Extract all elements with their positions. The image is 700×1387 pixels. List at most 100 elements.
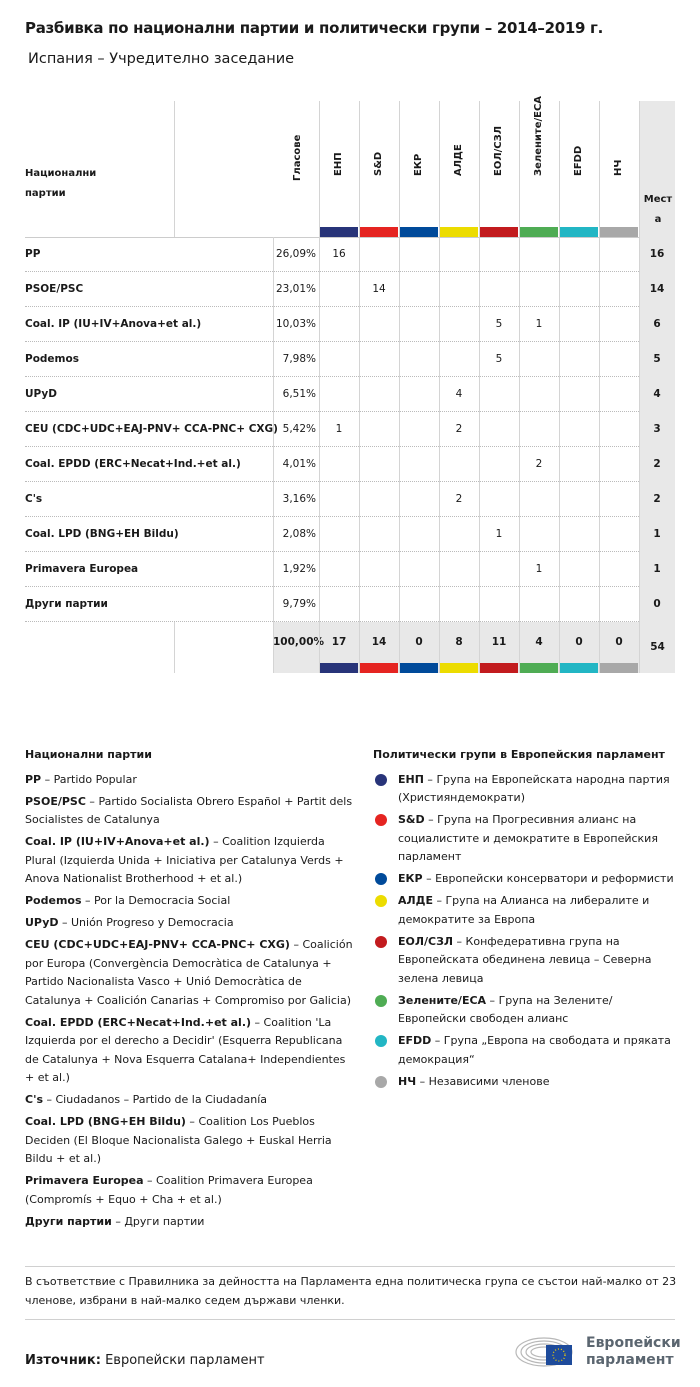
- table-row: Primavera Europea 1,92% 1 1: [25, 552, 675, 587]
- seat-count-cell: [399, 587, 439, 622]
- legend-parties-heading: Национални партии: [25, 748, 152, 761]
- votes-cell: 7,98%: [282, 353, 316, 365]
- legend-group-item: ЕОЛ/СЗЛ – Конфедеративна група на Европе…: [373, 933, 683, 989]
- legend-party-desc: Coalition 'La Izquierda por el derecho a…: [25, 1015, 346, 1085]
- votes-cell: 26,09%: [275, 248, 316, 260]
- table-row: CEU (CDC+UDC+EAJ-PNV+ CCA-PNC+ CXG) 5,42%…: [25, 412, 675, 447]
- group-color-bar: [439, 663, 478, 673]
- total-group-seats: 0: [575, 636, 583, 648]
- legend-party-desc: Partido Popular: [53, 772, 137, 786]
- total-seats-cell: 2: [639, 482, 675, 517]
- legend-party-item: Coal. LPD (BNG+EH Bildu) – Coalition Los…: [25, 1115, 332, 1165]
- total-group-seats: 4: [535, 636, 543, 648]
- group-color-dot-icon: [375, 1075, 387, 1088]
- logo-text-line2: парламент: [586, 1352, 674, 1368]
- table-row: Други партии 9,79% 0: [25, 587, 675, 622]
- seat-count-cell: [319, 482, 359, 517]
- seat-count-cell: [399, 517, 439, 552]
- legend-group-abbr: ЕНП: [398, 772, 424, 786]
- legend-party-abbr: Primavera Europea: [25, 1174, 144, 1187]
- votes-cell: 5,42%: [282, 423, 316, 435]
- legend-group-desc: Група на Европейската народна партия (Хр…: [398, 772, 670, 805]
- seat-count-cell: 5: [495, 353, 503, 365]
- seat-count-cell: [399, 237, 439, 272]
- seat-count-cell: [399, 272, 439, 307]
- group-color-bar: [559, 227, 598, 237]
- seat-count-cell: [559, 447, 599, 482]
- page-title: Разбивка по национални партии и политиче…: [25, 19, 603, 37]
- seat-count-cell: 1: [535, 318, 543, 330]
- seat-count-cell: 14: [372, 283, 386, 295]
- total-group-seats: 17: [331, 636, 347, 648]
- votes-cell: 10,03%: [275, 318, 316, 330]
- seat-count-cell: [559, 377, 599, 412]
- hemicycle-icon: [515, 1337, 573, 1367]
- seat-count-cell: [479, 377, 519, 412]
- seat-count-cell: 1: [495, 528, 503, 540]
- legend-group-abbr: ЕОЛ/СЗЛ: [398, 934, 454, 948]
- table-row: C's 3,16% 2 2: [25, 482, 675, 517]
- legend-party-abbr: Coal. EPDD (ERC+Necat+Ind.+et al.): [25, 1015, 252, 1029]
- group-color-bar: [479, 663, 518, 673]
- legend-group-desc: Група на Алианса на либералите и демокра…: [398, 894, 650, 926]
- legend-party-desc: Coalición por Europa (Convergència Democ…: [25, 938, 353, 1007]
- group-color-dot-icon: [375, 895, 387, 907]
- legend-party-item: CEU (CDC+UDC+EAJ-PNV+ CCA-PNC+ CXG) – Co…: [25, 938, 353, 1007]
- party-name: Други партии: [25, 598, 108, 610]
- seat-count-cell: 16: [332, 248, 346, 260]
- seat-count-cell: [599, 237, 639, 272]
- seat-count-cell: [599, 587, 639, 622]
- table-row: UPyD 6,51% 4 4: [25, 377, 675, 412]
- legend-group-abbr: EFDD: [398, 1034, 432, 1047]
- legend-group-desc: Група „Европа на свободата и пряката дем…: [398, 1034, 671, 1066]
- table-row: Coal. IP (IU+IV+Anova+et al.) 10,03% 5 1 6: [25, 307, 675, 342]
- seat-count-cell: [479, 552, 519, 587]
- seat-count-cell: [479, 447, 519, 482]
- votes-cell: 3,16%: [282, 493, 316, 505]
- seat-count-cell: [439, 587, 479, 622]
- header-votes: Гласове: [292, 134, 303, 181]
- header-group-0: ЕНП: [333, 152, 344, 176]
- total-seats: 54: [639, 622, 675, 673]
- legend-group-item: EFDD – Група „Европа на свободата и пряк…: [373, 1032, 683, 1069]
- legend-party-item: Coal. EPDD (ERC+Necat+Ind.+et al.) – Coa…: [25, 1015, 346, 1085]
- legend-party-desc: Partido Socialista Obrero Español + Part…: [25, 794, 353, 827]
- total-row: 100,00% 17 14 0 8 11 4 0 0 54: [273, 622, 675, 673]
- legend-party-abbr: Coal. IP (IU+IV+Anova+et al.): [25, 835, 210, 848]
- header-group-7: НЧ: [613, 159, 624, 176]
- column-divider: [479, 101, 480, 673]
- party-name: Podemos: [25, 353, 79, 365]
- group-color-dot-icon: [375, 935, 387, 948]
- divider: [25, 1266, 675, 1267]
- header-divider: [25, 237, 639, 238]
- legend-party-item: UPyD – Unión Progreso y Democracia: [25, 916, 234, 929]
- seat-count-cell: [319, 587, 359, 622]
- party-name: Coal. LPD (BNG+EH Bildu): [25, 528, 179, 540]
- source: Източник: Европейски парламент: [25, 1353, 265, 1368]
- legend-party-desc: Unión Progreso y Democracia: [71, 916, 234, 929]
- seat-count-cell: [399, 412, 439, 447]
- seat-count-cell: [319, 307, 359, 342]
- column-divider: [519, 101, 520, 673]
- legend-party-desc: Ciudadanos – Partido de la Ciudadanía: [55, 1093, 268, 1106]
- legend-group-abbr: НЧ: [398, 1074, 417, 1088]
- seat-count-cell: [319, 342, 359, 377]
- group-color-bar: [399, 663, 438, 673]
- seat-count-cell: [519, 517, 559, 552]
- seat-count-cell: [479, 272, 519, 307]
- group-color-bar: [319, 663, 358, 673]
- seat-count-cell: [399, 342, 439, 377]
- seat-count-cell: [399, 377, 439, 412]
- header-group-2: ЕКР: [413, 153, 424, 176]
- seat-count-cell: [559, 552, 599, 587]
- seat-count-cell: [599, 482, 639, 517]
- group-color-bar: [519, 227, 558, 237]
- seat-count-cell: [519, 482, 559, 517]
- legend-group-item: НЧ – Независими членове: [373, 1073, 683, 1092]
- table-row: Podemos 7,98% 5 5: [25, 342, 675, 377]
- legend-groups: Политически групи в Европейския парламен…: [373, 746, 683, 1095]
- legend-party-abbr: PP: [25, 772, 42, 786]
- legend-party-item: C's – Ciudadanos – Partido de la Ciudada…: [25, 1093, 268, 1106]
- party-name: PSOE/PSC: [25, 283, 84, 295]
- seat-count-cell: 2: [535, 458, 543, 470]
